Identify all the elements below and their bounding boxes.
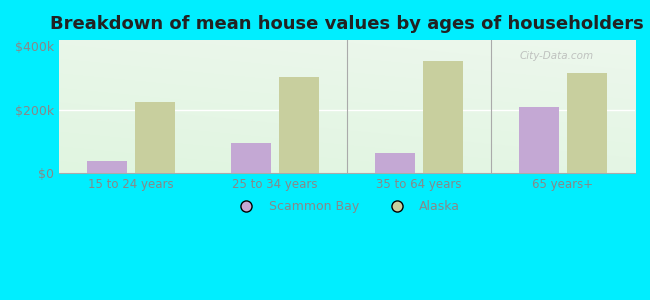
- Title: Breakdown of mean house values by ages of householders: Breakdown of mean house values by ages o…: [50, 15, 644, 33]
- Bar: [231, 143, 271, 173]
- Bar: [135, 102, 176, 173]
- Legend: Scammon Bay, Alaska: Scammon Bay, Alaska: [229, 195, 465, 218]
- Bar: [519, 107, 559, 173]
- Bar: [423, 61, 463, 173]
- Bar: [86, 161, 127, 173]
- Bar: [279, 76, 319, 173]
- Text: City-Data.com: City-Data.com: [520, 51, 594, 61]
- Bar: [567, 74, 607, 173]
- Bar: [374, 153, 415, 173]
